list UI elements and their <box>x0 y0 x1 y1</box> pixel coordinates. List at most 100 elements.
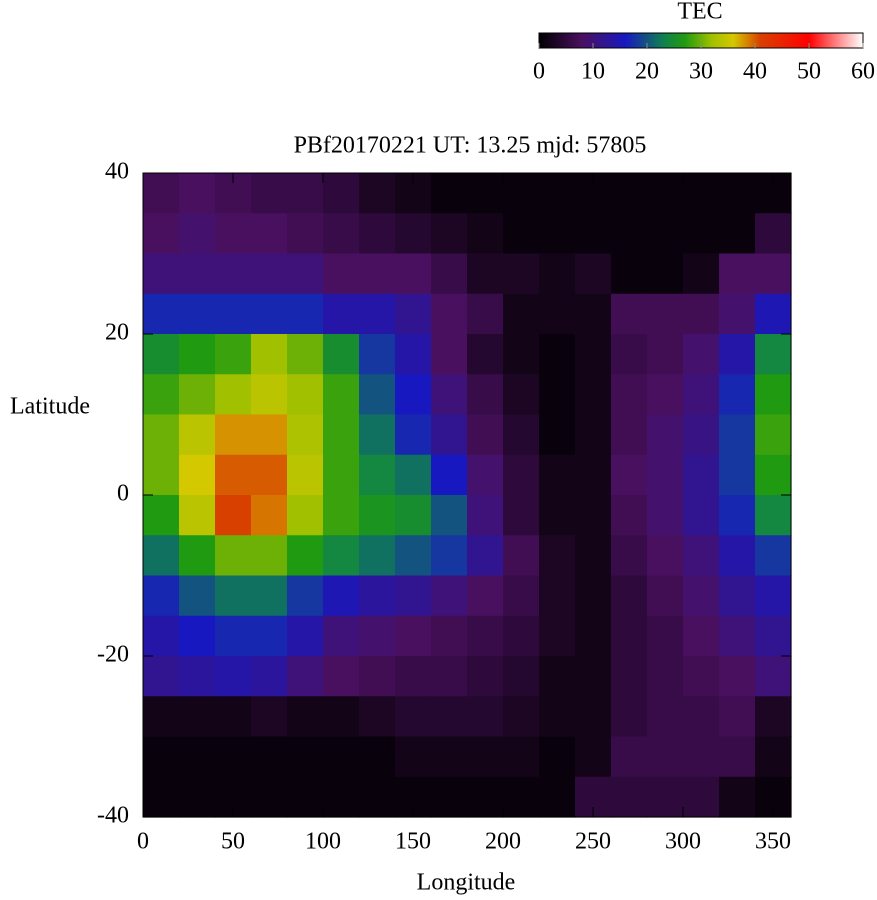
heat-cell <box>359 615 396 657</box>
heat-cell <box>179 615 216 657</box>
heat-cell <box>539 454 576 496</box>
heat-cell <box>143 615 180 657</box>
heat-cell <box>467 253 504 295</box>
heat-cell <box>539 213 576 255</box>
heat-cell <box>503 374 540 416</box>
heat-cell <box>215 615 252 657</box>
heat-cell <box>251 776 288 818</box>
heat-cell <box>395 454 432 496</box>
heat-cell <box>503 656 540 697</box>
heat-cell <box>575 293 612 335</box>
heat-cell <box>359 334 396 375</box>
heat-cell <box>251 736 288 778</box>
heat-cell <box>395 334 432 375</box>
colorbar-label: TEC <box>677 0 722 25</box>
heat-cell <box>323 736 360 778</box>
heat-cell <box>755 535 792 577</box>
heat-cell <box>647 776 684 818</box>
heat-cell <box>359 213 396 255</box>
heat-cell <box>323 293 360 335</box>
heat-cell <box>503 776 540 818</box>
heat-cell <box>179 495 216 536</box>
heat-cell <box>755 575 792 617</box>
heat-cell <box>575 696 612 738</box>
heat-cell <box>719 696 756 738</box>
heat-cell <box>575 575 612 617</box>
heat-cell <box>647 575 684 617</box>
heat-cell <box>719 213 756 255</box>
heat-cell <box>467 615 504 657</box>
heat-cell <box>611 293 648 335</box>
heat-cell <box>323 615 360 657</box>
heat-cell <box>251 293 288 335</box>
heat-cell <box>467 535 504 577</box>
heat-cell <box>395 736 432 778</box>
heat-cell <box>575 213 612 255</box>
heat-cell <box>503 495 540 536</box>
heat-cell <box>611 575 648 617</box>
x-tick-label: 0 <box>137 829 149 855</box>
heat-cell <box>611 776 648 818</box>
heat-cell <box>467 575 504 617</box>
heat-cell <box>323 696 360 738</box>
heat-cell <box>431 535 468 577</box>
heat-cell <box>359 736 396 778</box>
heat-cell <box>755 334 792 375</box>
heat-cell <box>359 575 396 617</box>
heat-cell <box>251 253 288 295</box>
y-tick-label: 0 <box>117 481 129 507</box>
heat-cell <box>143 253 180 295</box>
heat-cell <box>683 374 720 416</box>
heat-cell <box>575 253 612 295</box>
heat-cell <box>215 454 252 496</box>
heat-cell <box>287 414 324 456</box>
heat-cell <box>323 454 360 496</box>
x-tick-label: 50 <box>221 829 245 855</box>
heat-cell <box>179 535 216 577</box>
heat-cell <box>719 495 756 536</box>
heat-cell <box>251 615 288 657</box>
heat-cell <box>143 736 180 778</box>
heat-cell <box>503 454 540 496</box>
heat-cell <box>395 293 432 335</box>
heat-cell <box>395 213 432 255</box>
heat-cell <box>503 535 540 577</box>
heat-cell <box>215 253 252 295</box>
heat-cell <box>251 696 288 738</box>
heat-cell <box>755 374 792 416</box>
heat-cell <box>143 374 180 416</box>
heat-cell <box>647 334 684 375</box>
heat-cell <box>143 495 180 536</box>
heat-cell <box>215 495 252 536</box>
heat-cell <box>611 615 648 657</box>
heat-cell <box>431 776 468 818</box>
heat-cell <box>431 414 468 456</box>
heat-cell <box>323 334 360 375</box>
heat-cell <box>467 173 504 214</box>
heat-cell <box>179 736 216 778</box>
heat-cell <box>143 656 180 697</box>
heat-cell <box>719 374 756 416</box>
heat-cell <box>359 776 396 818</box>
heat-cell <box>539 253 576 295</box>
heat-cell <box>431 454 468 496</box>
heat-cell <box>719 776 756 818</box>
heat-cell <box>323 414 360 456</box>
heat-cell <box>215 414 252 456</box>
heat-cell <box>431 656 468 697</box>
heat-cell <box>647 454 684 496</box>
heat-cell <box>467 656 504 697</box>
heat-cell <box>539 334 576 375</box>
heat-cell <box>215 696 252 738</box>
heat-cell <box>467 334 504 375</box>
heat-cell <box>179 253 216 295</box>
heat-cell <box>719 656 756 697</box>
heat-cell <box>143 454 180 496</box>
heat-cell <box>503 213 540 255</box>
heat-cell <box>503 253 540 295</box>
heat-cell <box>683 776 720 818</box>
heat-cell <box>539 414 576 456</box>
colorbar-tick-label: 50 <box>797 59 821 85</box>
